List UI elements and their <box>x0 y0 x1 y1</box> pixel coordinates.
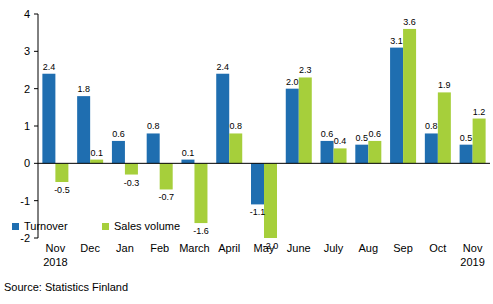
bar <box>147 133 160 163</box>
data-label: 0.5 <box>356 133 369 143</box>
source: Source: Statistics Finland <box>4 281 128 293</box>
data-label: 2.3 <box>299 65 312 75</box>
bar <box>438 92 451 163</box>
data-label: 2.4 <box>216 62 229 72</box>
x-tick-label: Dec <box>80 242 100 254</box>
y-tick-label: -1 <box>20 195 30 207</box>
x-tick-label: Sep <box>393 242 413 254</box>
y-tick-label: 4 <box>24 8 30 20</box>
data-label: 2.4 <box>43 62 56 72</box>
data-label: 0.1 <box>182 148 195 158</box>
data-label: 0.6 <box>369 129 382 139</box>
bar <box>390 48 403 164</box>
x-tick-label: Nov2019 <box>460 242 484 268</box>
y-tick <box>34 88 38 89</box>
y-tick <box>34 14 38 15</box>
zero-line <box>38 163 490 164</box>
y-tick-label: 3 <box>24 45 30 57</box>
data-label: 0.4 <box>334 136 347 146</box>
y-tick-label: -2 <box>20 232 30 244</box>
bar <box>55 163 68 182</box>
bar <box>160 163 173 189</box>
data-label: -0.3 <box>124 178 140 188</box>
x-tick-label: May <box>254 242 275 254</box>
bar <box>229 133 242 163</box>
x-tick-label: Aug <box>359 242 379 254</box>
bar <box>355 145 368 164</box>
x-tick-label: Nov2018 <box>43 242 67 268</box>
bar <box>460 145 473 164</box>
data-label: -0.5 <box>54 185 70 195</box>
bar <box>299 77 312 163</box>
legend-swatch <box>12 223 19 230</box>
bars <box>42 29 485 238</box>
y-tick-label: 0 <box>24 157 30 169</box>
bar <box>112 141 125 163</box>
x-tick-label: Feb <box>150 242 169 254</box>
bar <box>251 163 264 204</box>
data-label: 3.6 <box>403 17 416 27</box>
data-label: -0.7 <box>158 192 174 202</box>
y-tick <box>34 163 38 164</box>
data-label: 1.2 <box>473 107 486 117</box>
bar <box>194 163 207 223</box>
y-tick <box>34 200 38 201</box>
legend-label: Turnover <box>24 220 68 232</box>
data-label: 0.8 <box>147 121 160 131</box>
data-label: 0.1 <box>90 148 103 158</box>
bar <box>403 29 416 163</box>
data-label: 0.6 <box>112 129 125 139</box>
y-tick <box>34 51 38 52</box>
bar <box>334 148 347 163</box>
data-label: 0.6 <box>321 129 334 139</box>
bar <box>181 160 194 164</box>
x-tick-label: July <box>324 242 344 254</box>
data-label: 0.5 <box>460 133 473 143</box>
data-label: 1.9 <box>438 80 451 90</box>
data-label: -1.1 <box>250 207 266 217</box>
bar <box>321 141 334 163</box>
bar <box>264 163 277 238</box>
bar <box>90 160 103 164</box>
bar <box>286 89 299 164</box>
bar <box>425 133 438 163</box>
data-label: 0.8 <box>425 121 438 131</box>
legend-swatch <box>102 223 109 230</box>
bar <box>368 141 381 163</box>
x-tick-label: Oct <box>429 242 446 254</box>
bar <box>216 74 229 164</box>
bar <box>42 74 55 164</box>
legend-label: Sales volume <box>114 220 180 232</box>
x-tick-label: Jan <box>116 242 134 254</box>
x-tick-label: March <box>179 242 210 254</box>
bar <box>77 96 90 163</box>
data-label: 1.8 <box>77 84 90 94</box>
y-tick <box>34 126 38 127</box>
x-tick-label: April <box>218 242 240 254</box>
y-tick <box>34 238 38 239</box>
data-label: -1.6 <box>193 226 209 236</box>
x-tick-label: June <box>287 242 311 254</box>
bar <box>473 119 486 164</box>
data-label: 0.8 <box>229 121 242 131</box>
bar <box>125 163 138 174</box>
chart: -2-1012342.41.80.60.80.12.4-1.12.00.60.5… <box>0 0 493 304</box>
data-label: 2.0 <box>286 77 299 87</box>
y-tick-label: 2 <box>24 83 30 95</box>
y-tick-label: 1 <box>24 120 30 132</box>
data-label: 3.1 <box>390 36 403 46</box>
